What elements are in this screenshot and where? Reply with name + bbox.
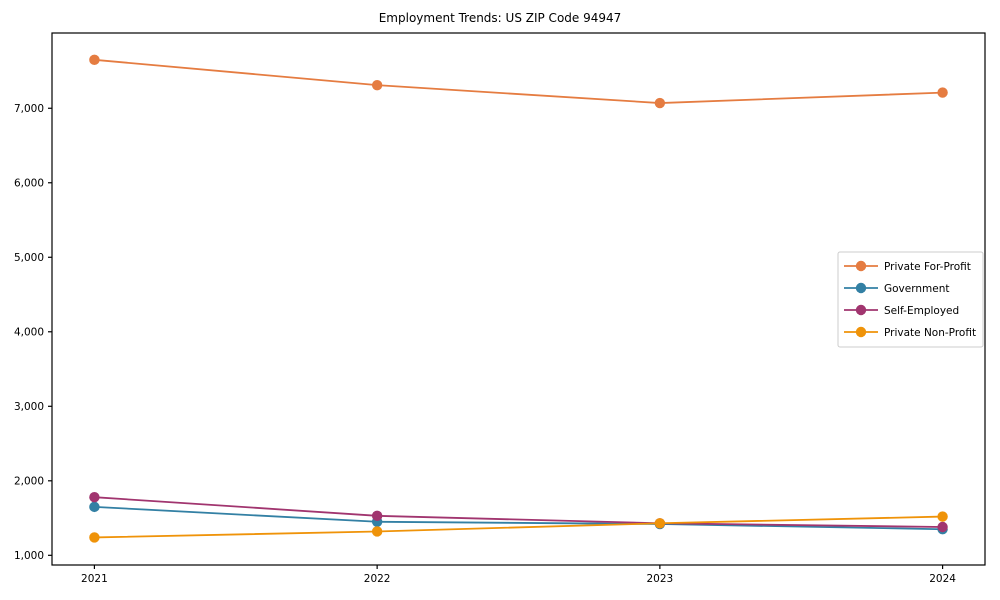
data-point-private-for-profit [89,54,100,66]
series-line-government [94,505,943,531]
data-point-private-non-profit [937,511,948,522]
data-point-private-for-profit [654,97,666,109]
x-tick-label: 2023 [646,573,673,585]
data-point-self-employed [371,510,383,522]
legend-label-government: Government [884,283,949,295]
legend-box [837,251,984,348]
plot-frame [51,32,986,566]
x-tick-label: 2021 [81,573,108,585]
legend-marker-private-for-profit [855,260,867,272]
data-point-private-non-profit [654,518,666,529]
data-point-private-for-profit [937,87,948,98]
y-tick-label: 6,000 [14,177,44,189]
y-tick-label: 4,000 [14,326,44,338]
y-tick-label: 1,000 [14,550,44,562]
legend-label-private-non-profit: Private Non-Profit [884,327,976,339]
data-point-government [89,501,100,513]
x-tick-label: 2024 [929,573,956,585]
chart-title: Employment Trends: US ZIP Code 94947 [378,11,622,25]
data-point-private-for-profit [371,79,383,91]
y-tick-label: 7,000 [14,103,44,115]
y-tick-label: 3,000 [14,401,44,413]
y-tick-label: 2,000 [14,475,44,487]
x-tick-label: 2022 [364,573,391,585]
legend-label-private-for-profit: Private For-Profit [884,261,971,273]
legend-marker-private-non-profit [855,326,867,338]
series-line-self-employed [94,496,943,528]
series-line-private-non-profit [94,515,943,539]
data-point-self-employed [937,521,948,533]
y-tick-label: 5,000 [14,252,44,264]
series-line-private-for-profit [94,58,943,104]
data-point-private-non-profit [371,526,383,537]
data-point-self-employed [89,491,100,503]
data-point-private-non-profit [89,532,100,543]
legend-marker-self-employed [855,304,867,316]
legend-marker-government [855,282,867,294]
legend-label-self-employed: Self-Employed [884,305,959,317]
